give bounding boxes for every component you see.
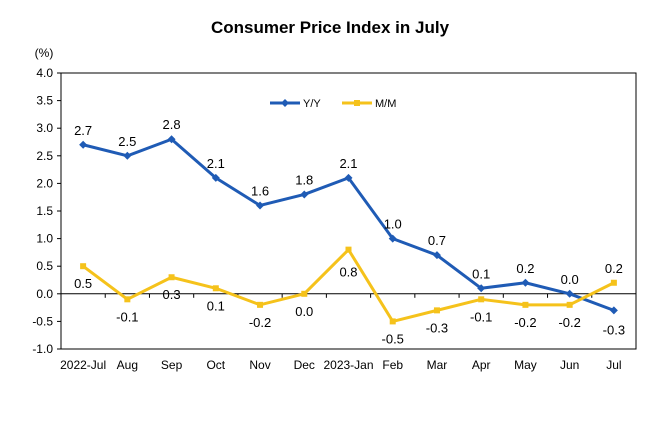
data-point-yy: [79, 140, 88, 149]
y-tick-label: 2.5: [36, 149, 53, 163]
legend-marker: [281, 99, 289, 107]
y-tick-label: -0.5: [32, 314, 53, 328]
data-label-mm: -0.2: [558, 315, 580, 330]
data-point-mm: [301, 290, 308, 297]
data-label-yy: 0.2: [516, 261, 534, 276]
y-axis: 4.0 3.5 3.0 2.5 2.0 1.5 1.0 0.5 0.0 -0.5 -1.0: [32, 66, 636, 356]
data-label-mm: -0.3: [426, 320, 448, 335]
legend-label: M/M: [375, 98, 396, 110]
data-point-yy: [477, 284, 486, 293]
data-point-mm: [257, 301, 264, 308]
data-point-mm: [522, 301, 529, 308]
x-tick-label: May: [514, 358, 537, 372]
data-point-mm: [80, 263, 87, 270]
legend: Y/Y M/M: [270, 98, 396, 110]
data-label-yy: 2.1: [207, 156, 225, 171]
data-point-yy: [211, 173, 220, 182]
data-point-mm: [433, 307, 440, 314]
data-point-yy: [565, 289, 574, 298]
data-point-yy: [256, 201, 265, 210]
data-point-yy: [123, 151, 132, 160]
x-axis: 2022-Jul Aug Sep Oct Nov Dec 2023-Jan Feb Mar Apr…: [60, 293, 637, 372]
data-label-yy: 0.1: [472, 266, 490, 281]
data-label-mm: 0.3: [163, 287, 181, 302]
y-tick-label: 3.0: [36, 121, 53, 135]
data-point-mm: [389, 318, 396, 325]
data-label-mm: 0.8: [339, 265, 357, 280]
x-tick-label: Feb: [382, 358, 403, 372]
data-point-mm: [168, 274, 175, 281]
data-point-mm: [212, 285, 219, 292]
x-tick-label: Aug: [117, 358, 138, 372]
data-label-mm: -0.5: [382, 331, 404, 346]
y-tick-label: 0.5: [36, 259, 53, 273]
y-tick-label: 1.0: [36, 232, 53, 246]
y-axis-unit-label: (%): [35, 46, 54, 60]
data-point-mm: [345, 246, 352, 253]
x-tick-label: Apr: [472, 358, 491, 372]
x-tick-label: 2022-Jul: [60, 358, 106, 372]
data-label-yy: 2.8: [163, 117, 181, 132]
data-label-mm: -0.2: [249, 315, 271, 330]
y-tick-label: 2.0: [36, 176, 53, 190]
data-point-yy: [432, 251, 441, 260]
data-label-yy: -0.3: [603, 322, 625, 337]
data-label-mm: 0.2: [605, 261, 623, 276]
data-label-yy: 2.7: [74, 123, 92, 138]
x-tick-label: Oct: [206, 358, 225, 372]
x-tick-label: Dec: [294, 358, 315, 372]
data-label-mm: 0.0: [295, 304, 313, 319]
data-point-yy: [300, 190, 309, 199]
data-point-yy: [521, 278, 530, 287]
y-tick-label: -1.0: [32, 342, 53, 356]
data-label-mm: 0.1: [207, 298, 225, 313]
data-label-mm: -0.1: [470, 309, 492, 324]
y-tick-label: 4.0: [36, 66, 53, 80]
data-label-yy: 0.7: [428, 233, 446, 248]
series-layer: [79, 135, 618, 325]
data-point-yy: [609, 306, 618, 315]
data-label-yy: 0.0: [561, 272, 579, 287]
data-label-yy: 1.0: [384, 217, 402, 232]
x-tick-label: Mar: [427, 358, 448, 372]
x-tick-label: 2023-Jan: [323, 358, 373, 372]
data-label-yy: 1.6: [251, 183, 269, 198]
data-point-yy: [344, 173, 353, 182]
data-point-yy: [167, 135, 176, 144]
data-point-yy: [388, 234, 397, 243]
data-label-mm: 0.5: [74, 276, 92, 291]
legend-item-yy: Y/Y: [270, 98, 321, 110]
data-label-mm: -0.1: [116, 309, 138, 324]
chart-title: Consumer Price Index in July: [211, 18, 450, 37]
data-labels: 2.7 2.5 2.8 2.1 1.6 1.8 2.1 1.0 0.7 0.1 0.2 0.0 -0.3…: [74, 117, 625, 346]
legend-label: Y/Y: [303, 98, 321, 110]
x-tick-label: Jun: [560, 358, 579, 372]
data-label-yy: 2.5: [118, 134, 136, 149]
data-label-yy: 2.1: [339, 156, 357, 171]
data-point-mm: [478, 296, 485, 303]
legend-marker: [354, 100, 360, 106]
data-label-mm: -0.2: [514, 315, 536, 330]
data-point-mm: [610, 279, 617, 286]
y-tick-label: 3.5: [36, 94, 53, 108]
y-tick-label: 0.0: [36, 287, 53, 301]
data-point-mm: [124, 296, 131, 303]
y-tick-label: 1.5: [36, 204, 53, 218]
data-label-yy: 1.8: [295, 172, 313, 187]
data-point-mm: [566, 301, 573, 308]
legend-item-mm: M/M: [342, 98, 396, 110]
x-tick-label: Jul: [606, 358, 621, 372]
x-tick-label: Nov: [249, 358, 270, 372]
x-tick-label: Sep: [161, 358, 183, 372]
plot-area-frame: [60, 72, 637, 350]
